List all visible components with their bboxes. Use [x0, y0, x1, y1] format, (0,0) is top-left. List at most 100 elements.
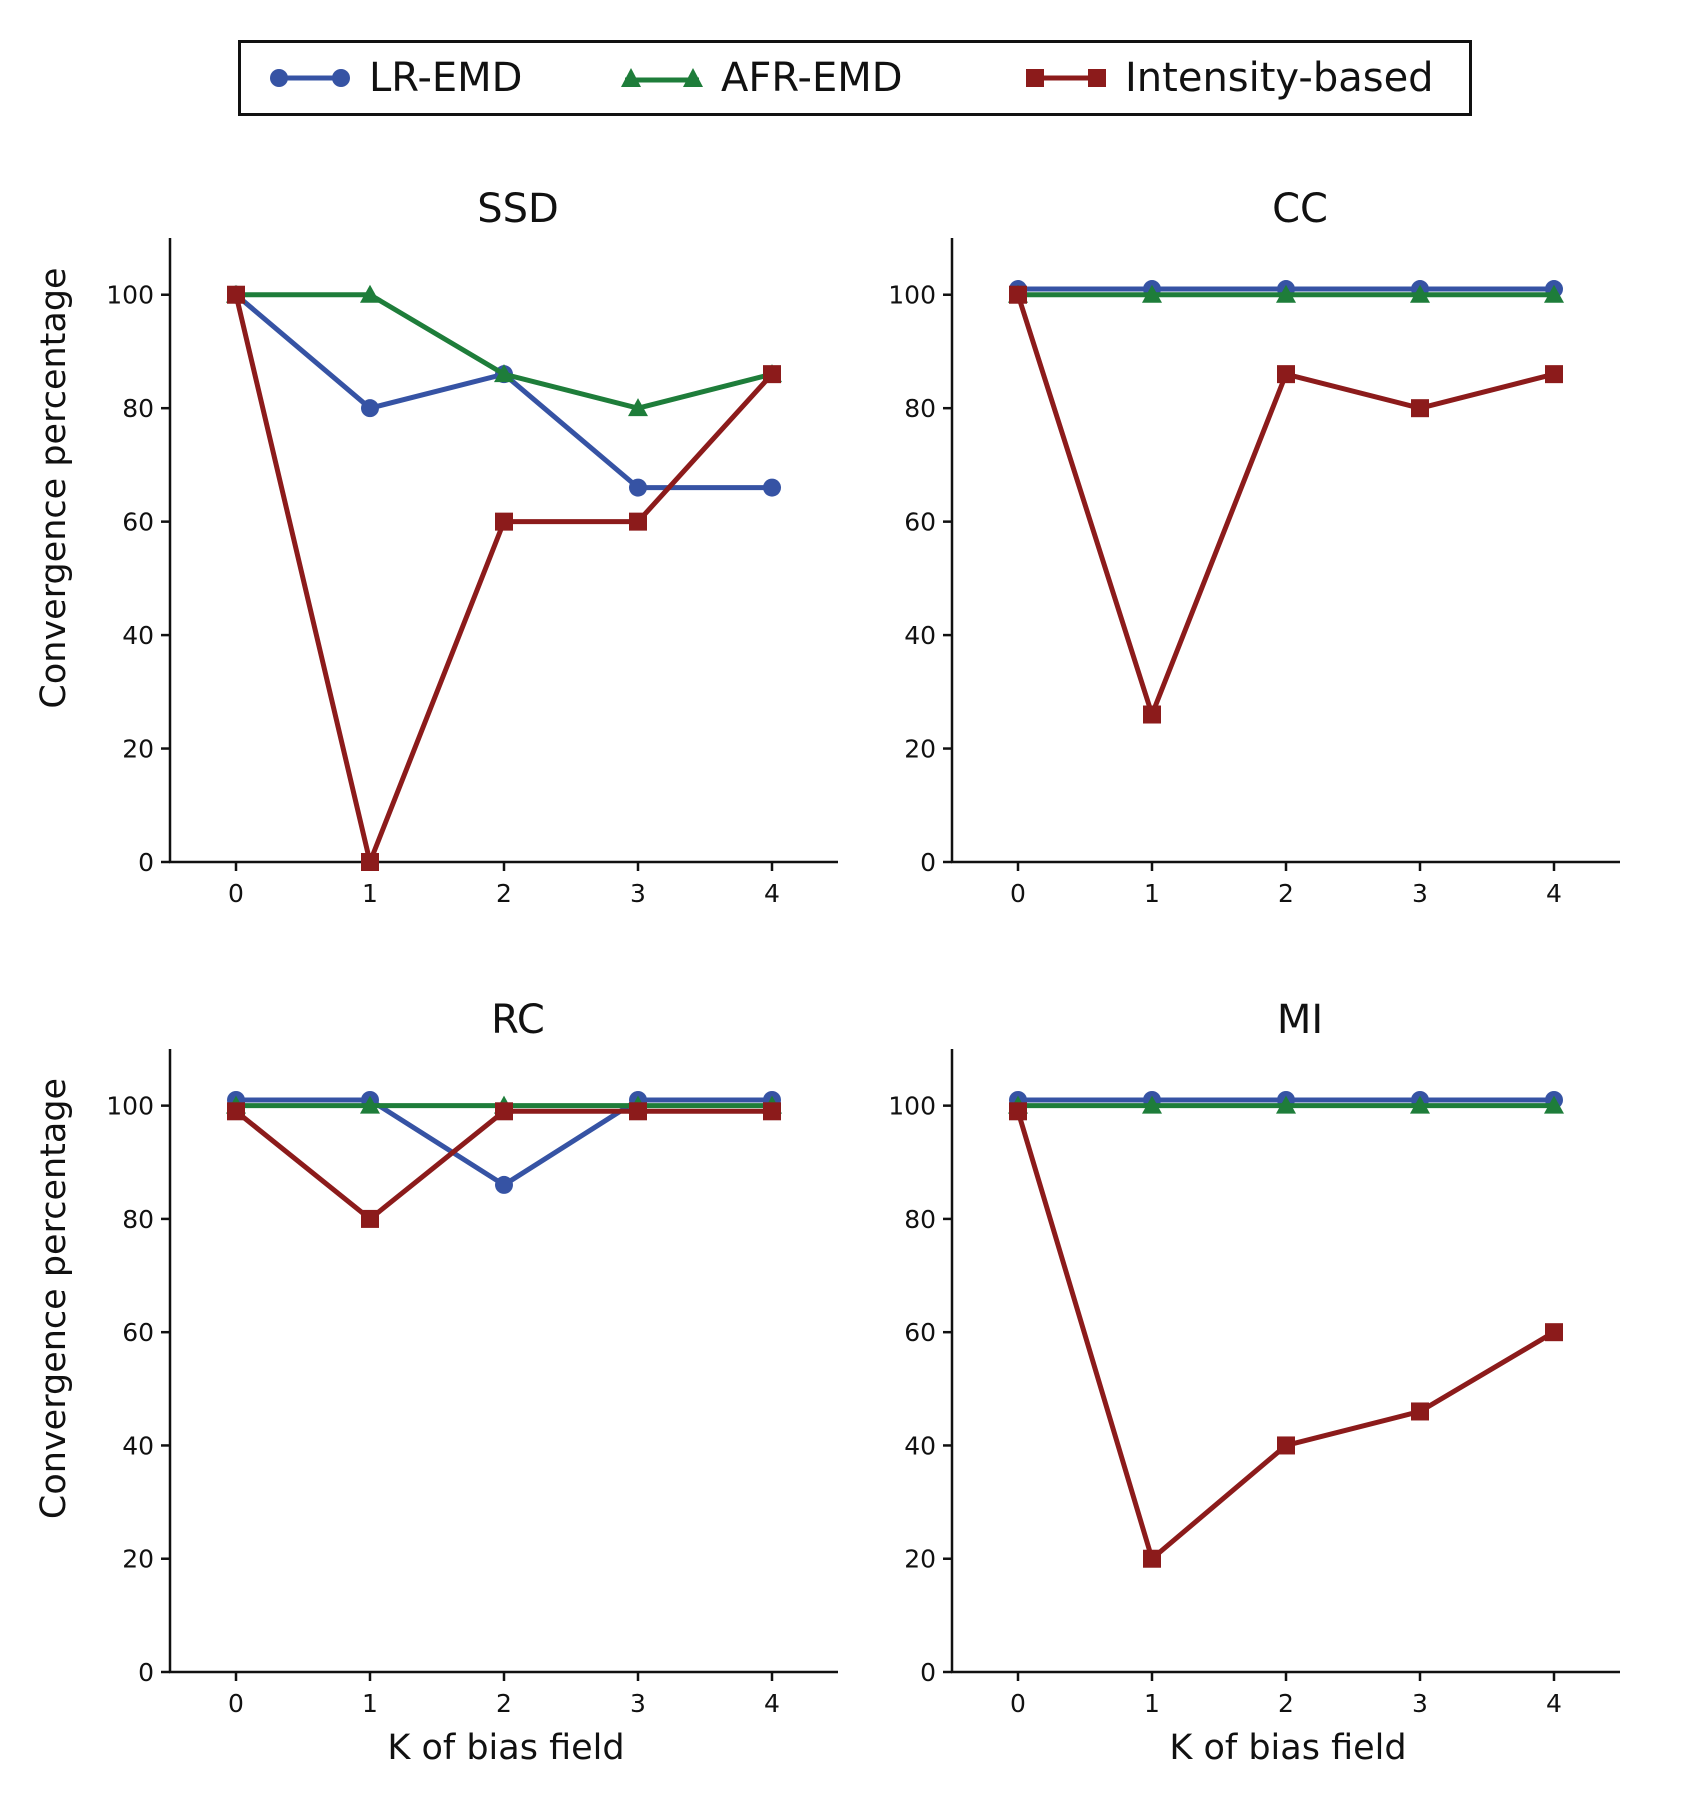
y-tick-label: 40 [904, 1431, 936, 1460]
y-tick-label: 20 [122, 1545, 154, 1574]
data-point [629, 512, 647, 531]
x-axis-label: K of bias field [387, 1728, 624, 1768]
y-tick-label: 0 [920, 848, 936, 877]
data-point [361, 1209, 379, 1228]
x-axis-label: K of bias field [1169, 1728, 1406, 1768]
legend-entry-intensity-based[interactable]: Intensity-based [1023, 43, 1434, 113]
data-point [1143, 1549, 1161, 1568]
data-point [494, 364, 514, 383]
data-point [495, 512, 513, 531]
y-tick-label: 100 [888, 1092, 936, 1121]
data-point [1009, 285, 1027, 304]
data-point [1410, 1095, 1430, 1114]
data-point [628, 398, 648, 417]
data-point [495, 1102, 513, 1121]
data-point [1276, 1095, 1296, 1114]
y-tick-label: 40 [904, 621, 936, 650]
data-point [1544, 284, 1564, 303]
series-intensity-based [227, 1102, 781, 1228]
y-tick-label: 80 [904, 1205, 936, 1234]
chart-title: MI [1277, 997, 1323, 1043]
series-intensity-based [227, 285, 781, 871]
series-line [236, 292, 773, 411]
x-tick-label: 2 [496, 879, 512, 908]
y-tick-label: 80 [904, 394, 936, 423]
x-tick-label: 3 [630, 879, 646, 908]
x-tick-label: 3 [1412, 879, 1428, 908]
x-tick-label: 2 [1278, 1689, 1294, 1718]
y-tick-label: 100 [106, 281, 154, 310]
chart-title: RC [491, 997, 545, 1043]
data-point [1142, 284, 1162, 303]
y-tick-label: 20 [904, 735, 936, 764]
y-axis-label: Convergence percentage [34, 1078, 74, 1519]
series-afr-emd [226, 284, 782, 417]
data-point [1410, 284, 1430, 303]
data-point [763, 1102, 781, 1121]
y-tick-label: 40 [122, 1431, 154, 1460]
y-tick-label: 20 [904, 1545, 936, 1574]
y-tick-label: 0 [138, 848, 154, 877]
x-tick-label: 1 [1144, 1689, 1160, 1718]
x-tick-label: 3 [1412, 1689, 1428, 1718]
series-line [1015, 1110, 1556, 1562]
x-tick-label: 4 [1546, 879, 1562, 908]
data-point [227, 1102, 245, 1121]
y-axis-label: Convergence percentage [34, 267, 74, 708]
data-point [1411, 399, 1429, 418]
chart-panel-cc: CC 0 20 40 60 80 100 0 1 2 3 4 [888, 186, 1620, 908]
y-tick-label: 60 [122, 1318, 154, 1347]
x-tick-label: 3 [630, 1689, 646, 1718]
y-tick-label: 80 [122, 394, 154, 423]
x-tick-label: 0 [228, 1689, 244, 1718]
x-tick-label: 4 [764, 1689, 780, 1718]
series-intensity-based [1009, 1102, 1563, 1568]
data-point [360, 1095, 380, 1114]
data-point [227, 285, 245, 304]
legend-marker-circle-icon [270, 69, 350, 87]
data-point [1545, 365, 1563, 384]
x-tick-label: 0 [228, 879, 244, 908]
data-point [763, 365, 781, 384]
legend-label-afr-emd: AFR-EMD [721, 55, 903, 101]
y-tick-label: 0 [920, 1658, 936, 1687]
legend-entry-afr-emd[interactable]: AFR-EMD [619, 43, 903, 113]
data-point [1143, 705, 1161, 724]
legend-marker-triangle-icon [621, 68, 703, 87]
y-tick-label: 80 [122, 1205, 154, 1234]
series-afr-emd [1008, 284, 1564, 303]
data-point [1544, 1095, 1564, 1114]
legend-entry-lr-emd[interactable]: LR-EMD [267, 43, 522, 113]
legend-marker-square-icon [1026, 69, 1106, 87]
data-point [1277, 365, 1295, 384]
y-tick-label: 20 [122, 735, 154, 764]
data-point [629, 478, 647, 497]
legend-label-intensity-based: Intensity-based [1125, 55, 1434, 101]
data-point [1277, 1436, 1295, 1455]
chart-panel-ssd: SSD 0 20 40 60 80 100 0 1 2 3 4 Convergence percenta… [34, 186, 838, 908]
data-point [1411, 1402, 1429, 1421]
data-point [361, 853, 379, 871]
series-line [234, 1108, 772, 1222]
data-point [1009, 1102, 1027, 1121]
x-tick-label: 1 [362, 879, 378, 908]
y-tick-label: 100 [106, 1092, 154, 1121]
data-point [629, 1102, 647, 1121]
x-tick-label: 4 [764, 879, 780, 908]
data-point [763, 478, 781, 497]
series-intensity-based [1009, 285, 1563, 724]
y-tick-label: 100 [888, 281, 936, 310]
chart-panel-rc: RC 0 20 40 60 80 100 0 1 2 3 4 Convergence percentag… [34, 997, 838, 1768]
y-tick-label: 60 [904, 508, 936, 537]
data-point [361, 399, 379, 418]
chart-panel-mi: MI 0 20 40 60 80 100 0 1 2 3 4 K of bias field [888, 997, 1620, 1768]
y-tick-label: 40 [122, 621, 154, 650]
data-point [1276, 284, 1296, 303]
y-tick-label: 0 [138, 1658, 154, 1687]
series-line [234, 292, 772, 491]
y-tick-label: 60 [122, 508, 154, 537]
legend: LR-EMD AFR-EMD Intensity-based [238, 40, 1472, 116]
data-point [1142, 1095, 1162, 1114]
series-line [1015, 293, 1555, 718]
